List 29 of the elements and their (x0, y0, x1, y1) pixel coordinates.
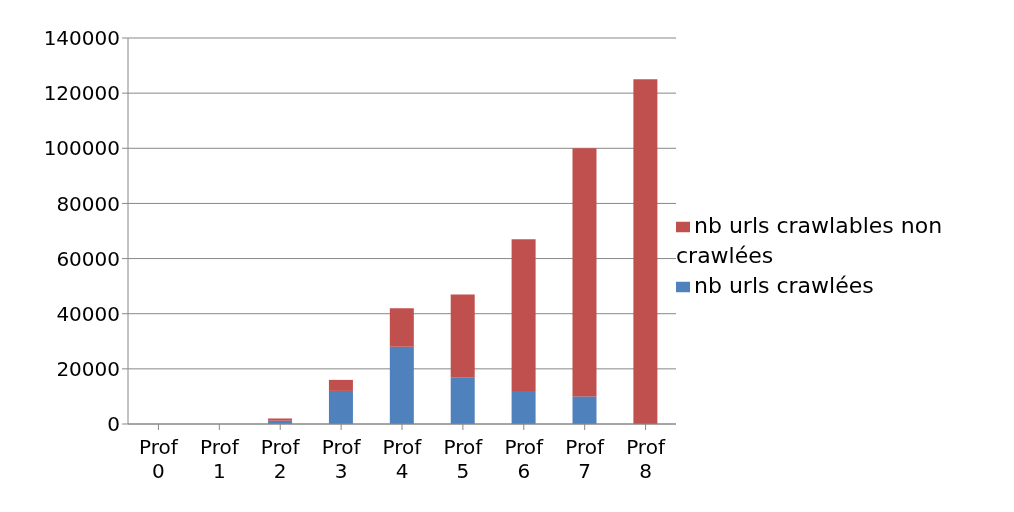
y-tick-label: 40000 (56, 301, 120, 326)
x-tick-label: Prof 1 (199, 435, 240, 483)
bar (389, 308, 414, 347)
x-tick-label: Prof 7 (565, 435, 605, 483)
y-tick-label: 60000 (56, 246, 120, 271)
bar (328, 379, 353, 391)
bar (450, 377, 475, 424)
bar (633, 79, 658, 424)
bar (572, 396, 597, 424)
x-tick-label: Prof 5 (443, 435, 484, 483)
y-tick-label: 0 (107, 412, 120, 437)
x-tick-label: Prof 6 (504, 435, 545, 483)
x-tick-label: Prof 3 (321, 435, 362, 483)
bar (389, 346, 414, 424)
x-tick-label: Prof 4 (382, 435, 423, 483)
bar (572, 148, 597, 397)
bar (450, 294, 475, 378)
y-tick-label: 140000 (43, 26, 120, 51)
y-tick-label: 100000 (43, 136, 120, 161)
x-tick-label: Prof 0 (139, 435, 179, 483)
bar (328, 390, 353, 424)
y-tick-label: 20000 (56, 356, 120, 381)
bar (511, 239, 536, 391)
x-tick-label: Prof 2 (260, 435, 301, 483)
y-tick-label: 120000 (43, 81, 120, 106)
legend-label: nb urls crawlées (694, 273, 874, 298)
y-tick-label: 80000 (56, 191, 120, 216)
bar (511, 390, 536, 424)
x-tick-label: Prof 8 (626, 435, 666, 483)
